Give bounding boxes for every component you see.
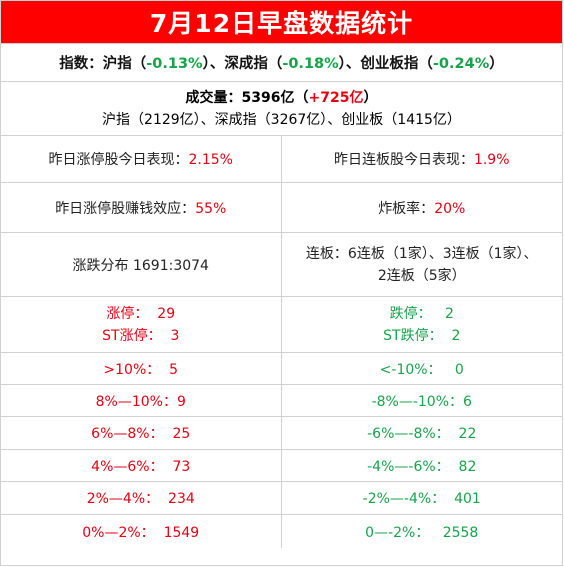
volume-row: 成交量：5396亿（+725亿） 沪指（2129亿）、深成指（3267亿）、创业… — [1, 82, 562, 136]
range-down: -8%—-10%：6 — [371, 393, 472, 410]
volume-change: +725亿 — [308, 89, 364, 106]
break-rate-value: 20% — [434, 200, 466, 217]
page-title: 7月12日早盘数据统计 — [1, 1, 562, 44]
limit-up-cell: 涨停： 29 ST涨停： 3 — [1, 297, 282, 352]
range-row: 2%—4%： 234 -2%—-4%： 401 — [1, 482, 562, 515]
break-rate: 炸板率：20% — [378, 200, 466, 217]
cy-index-change: -0.24% — [432, 56, 490, 72]
range-row: 4%—6%： 73 -4%—-6%： 82 — [1, 450, 562, 482]
profit-effect-value: 55% — [195, 200, 227, 217]
sh-index-change: -0.13% — [146, 56, 203, 72]
yesterday-limitup-value: 2.15% — [188, 152, 233, 168]
index-summary: 指数：沪指（-0.13%）、深成指（-0.18%）、创业板指（-0.24%） — [1, 44, 562, 81]
stats-row-3: 涨跌分布 1691:3074 连板：6连板（1家）、3连板（1家）、 2连板（5… — [1, 233, 562, 297]
range-up: 4%—6%： 73 — [1, 450, 282, 481]
range-down: -2%—-4%： 401 — [362, 491, 481, 507]
range-down: 0—-2%： 2558 — [365, 524, 479, 541]
sz-index-end: ）、 — [338, 56, 361, 72]
consec-line-2: 2连板（5家） — [377, 267, 466, 284]
yesterday-consec-value: 1.9% — [473, 152, 510, 168]
range-row: 8%—10%：9 -8%—-10%：6 — [1, 385, 562, 417]
yesterday-consec-performance: 昨日连板股今日表现：1.9% — [333, 152, 510, 168]
volume-label: 成交量：5396亿（ — [185, 89, 309, 106]
sh-index-name: 沪指（ — [102, 56, 147, 72]
profit-effect: 昨日涨停股赚钱效应：55% — [1, 183, 282, 232]
stats-row-2: 昨日涨停股赚钱效应：55% 炸板率：20% — [1, 183, 562, 233]
range-up: 8%—10%：9 — [1, 385, 282, 416]
st-limit-down-count: ST跌停： 2 — [383, 327, 461, 344]
range-row: >10%： 5 <-10%： 0 — [1, 353, 562, 385]
consecutive-boards: 连板：6连板（1家）、3连板（1家）、 2连板（5家） — [282, 233, 563, 296]
rise-fall-distribution: 涨跌分布 1691:3074 — [1, 233, 282, 296]
range-row: 6%—8%： 25 -6%—-8%： 22 — [1, 417, 562, 450]
range-down: -6%—-8%： 22 — [367, 426, 477, 442]
index-row: 指数：沪指（-0.13%）、深成指（-0.18%）、创业板指（-0.24%） — [1, 44, 562, 82]
limit-row: 涨停： 29 ST涨停： 3 跌停： 2 ST跌停： 2 — [1, 297, 562, 353]
range-down: <-10%： 0 — [379, 361, 464, 378]
range-down: -4%—-6%： 82 — [367, 458, 477, 475]
volume-summary: 成交量：5396亿（+725亿） 沪指（2129亿）、深成指（3267亿）、创业… — [1, 82, 562, 135]
yesterday-limitup-performance: 昨日涨停股今日表现：2.15% — [1, 136, 282, 182]
stats-row-1: 昨日涨停股今日表现：2.15% 昨日连板股今日表现：1.9% — [1, 136, 562, 183]
st-limit-up-count: ST涨停： 3 — [102, 327, 180, 344]
range-up: 6%—8%： 25 — [1, 417, 282, 449]
range-up: >10%： 5 — [1, 353, 282, 384]
sh-index-end: ）、 — [202, 56, 225, 72]
sz-index-name: 深成指（ — [224, 56, 283, 72]
volume-detail: 沪指（2129亿）、深成指（3267亿）、创业板（1415亿） — [102, 111, 461, 128]
range-up: 0%—2%： 1549 — [1, 515, 282, 548]
limit-down-count: 跌停： 2 — [389, 305, 454, 322]
range-up: 2%—4%： 234 — [1, 482, 282, 514]
limit-down-cell: 跌停： 2 ST跌停： 2 — [282, 297, 563, 352]
limit-up-count: 涨停： 29 — [106, 305, 176, 322]
index-label: 指数： — [59, 56, 103, 72]
cy-index-name: 创业板指（ — [360, 56, 433, 72]
volume-end: ） — [363, 89, 378, 106]
consec-line-1: 连板：6连板（1家）、3连板（1家）、 — [305, 245, 538, 262]
sz-index-change: -0.18% — [282, 56, 339, 72]
cy-index-end: ） — [489, 56, 504, 72]
range-row: 0%—2%： 1549 0—-2%： 2558 — [1, 515, 562, 548]
